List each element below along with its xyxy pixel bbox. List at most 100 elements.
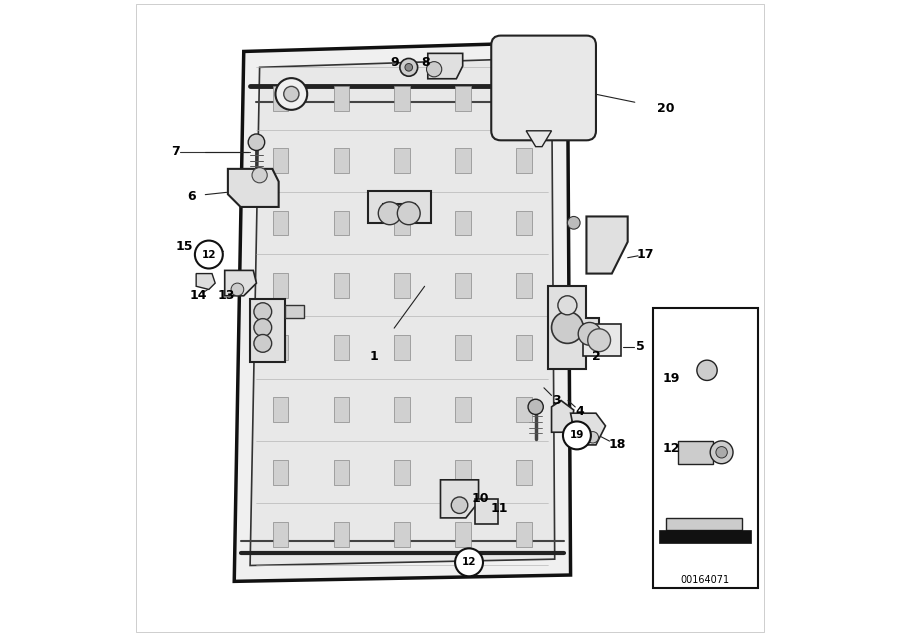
Circle shape <box>567 216 580 229</box>
Circle shape <box>552 312 583 343</box>
Polygon shape <box>475 499 498 524</box>
Text: 3: 3 <box>553 394 561 407</box>
Polygon shape <box>273 460 289 485</box>
Text: 4: 4 <box>576 404 584 418</box>
Text: 00164071: 00164071 <box>681 575 730 585</box>
Polygon shape <box>273 522 289 547</box>
Polygon shape <box>334 460 349 485</box>
Text: 18: 18 <box>608 438 626 452</box>
Polygon shape <box>394 522 410 547</box>
Polygon shape <box>394 273 410 298</box>
Text: 19: 19 <box>570 431 584 440</box>
Polygon shape <box>273 273 289 298</box>
Text: 9: 9 <box>391 57 399 69</box>
Circle shape <box>195 240 223 268</box>
Circle shape <box>378 202 401 225</box>
Polygon shape <box>517 522 532 547</box>
Text: 15: 15 <box>176 240 194 253</box>
Text: 7: 7 <box>172 145 180 158</box>
Circle shape <box>455 548 483 576</box>
Polygon shape <box>526 131 552 147</box>
Circle shape <box>275 78 307 110</box>
Polygon shape <box>517 335 532 360</box>
Polygon shape <box>587 216 627 273</box>
FancyBboxPatch shape <box>491 36 596 141</box>
Bar <box>653 308 758 588</box>
Polygon shape <box>455 335 472 360</box>
Text: 2: 2 <box>591 350 600 363</box>
Polygon shape <box>273 398 289 422</box>
Polygon shape <box>428 53 463 79</box>
Text: 12: 12 <box>662 442 680 455</box>
Polygon shape <box>273 86 289 111</box>
Polygon shape <box>517 398 532 422</box>
Circle shape <box>252 168 267 183</box>
Polygon shape <box>334 335 349 360</box>
Text: 13: 13 <box>218 289 235 302</box>
Polygon shape <box>228 169 279 207</box>
Circle shape <box>427 62 442 77</box>
Polygon shape <box>273 335 289 360</box>
Polygon shape <box>394 148 410 173</box>
Circle shape <box>697 360 717 380</box>
Polygon shape <box>517 211 532 235</box>
Circle shape <box>254 303 272 321</box>
Polygon shape <box>455 522 472 547</box>
Text: 17: 17 <box>636 248 653 261</box>
Text: 11: 11 <box>491 502 508 515</box>
Text: 19: 19 <box>662 371 680 385</box>
Polygon shape <box>334 148 349 173</box>
Text: 6: 6 <box>187 190 195 203</box>
Polygon shape <box>394 398 410 422</box>
Text: 12: 12 <box>462 557 476 567</box>
Polygon shape <box>367 191 431 223</box>
Polygon shape <box>440 480 479 518</box>
Circle shape <box>528 399 544 415</box>
Polygon shape <box>334 522 349 547</box>
Polygon shape <box>225 270 256 296</box>
Circle shape <box>578 322 601 345</box>
Polygon shape <box>517 148 532 173</box>
Text: 20: 20 <box>657 102 674 115</box>
Text: 8: 8 <box>421 57 430 69</box>
Circle shape <box>248 134 265 151</box>
Polygon shape <box>517 86 532 111</box>
Circle shape <box>231 283 244 296</box>
Circle shape <box>400 59 418 76</box>
Polygon shape <box>455 211 472 235</box>
Circle shape <box>498 78 529 110</box>
Polygon shape <box>455 148 472 173</box>
Polygon shape <box>334 398 349 422</box>
Polygon shape <box>250 58 554 565</box>
Text: 14: 14 <box>189 289 207 302</box>
Polygon shape <box>517 273 532 298</box>
Polygon shape <box>571 413 606 445</box>
Polygon shape <box>455 273 472 298</box>
Circle shape <box>506 86 521 102</box>
Polygon shape <box>196 273 215 289</box>
Polygon shape <box>394 460 410 485</box>
Circle shape <box>254 319 272 336</box>
Polygon shape <box>394 86 410 111</box>
Polygon shape <box>455 460 472 485</box>
Bar <box>679 441 714 464</box>
Polygon shape <box>394 335 410 360</box>
Polygon shape <box>666 518 742 530</box>
Circle shape <box>558 296 577 315</box>
Text: 10: 10 <box>472 492 490 506</box>
Polygon shape <box>334 86 349 111</box>
Polygon shape <box>273 148 289 173</box>
Polygon shape <box>552 401 573 432</box>
Text: 12: 12 <box>202 249 216 259</box>
Polygon shape <box>455 86 472 111</box>
Circle shape <box>284 86 299 102</box>
Circle shape <box>451 497 468 513</box>
Circle shape <box>563 422 591 450</box>
Circle shape <box>397 202 420 225</box>
Polygon shape <box>334 211 349 235</box>
Polygon shape <box>250 299 285 363</box>
Circle shape <box>716 446 727 458</box>
Circle shape <box>254 335 272 352</box>
Polygon shape <box>517 460 532 485</box>
Polygon shape <box>273 211 289 235</box>
